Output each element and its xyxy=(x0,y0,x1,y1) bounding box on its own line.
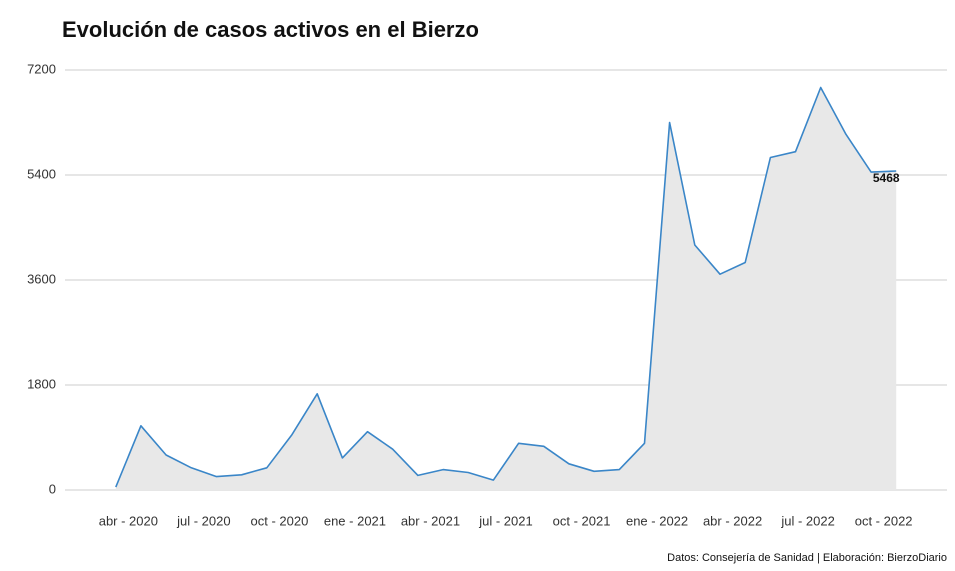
chart-title: Evolución de casos activos en el Bierzo xyxy=(62,17,479,42)
y-tick-label: 7200 xyxy=(27,61,56,76)
y-tick-label: 0 xyxy=(49,481,56,496)
source: Datos: Consejería de Sanidad | Elaboraci… xyxy=(667,552,947,564)
x-tick-label: jul - 2020 xyxy=(176,513,230,528)
y-tick-label: 1800 xyxy=(27,376,56,391)
x-tick-label: oct - 2022 xyxy=(855,513,913,528)
x-tick-label: abr - 2021 xyxy=(401,513,460,528)
last-value-label: 5468 xyxy=(873,171,900,185)
x-tick-label: jul - 2021 xyxy=(478,513,532,528)
line xyxy=(115,86,897,488)
y-tick-label: 5400 xyxy=(27,166,56,181)
x-tick-label: ene - 2022 xyxy=(626,513,688,528)
x-tick-label: oct - 2021 xyxy=(553,513,611,528)
x-tick-label: ene - 2021 xyxy=(324,513,386,528)
x-tick-label: jul - 2022 xyxy=(780,513,834,528)
x-tick-label: oct - 2020 xyxy=(250,513,308,528)
area xyxy=(115,87,897,490)
x-tick-label: abr - 2022 xyxy=(703,513,762,528)
x-tick-label: abr - 2020 xyxy=(99,513,158,528)
y-tick-label: 3600 xyxy=(27,271,56,286)
